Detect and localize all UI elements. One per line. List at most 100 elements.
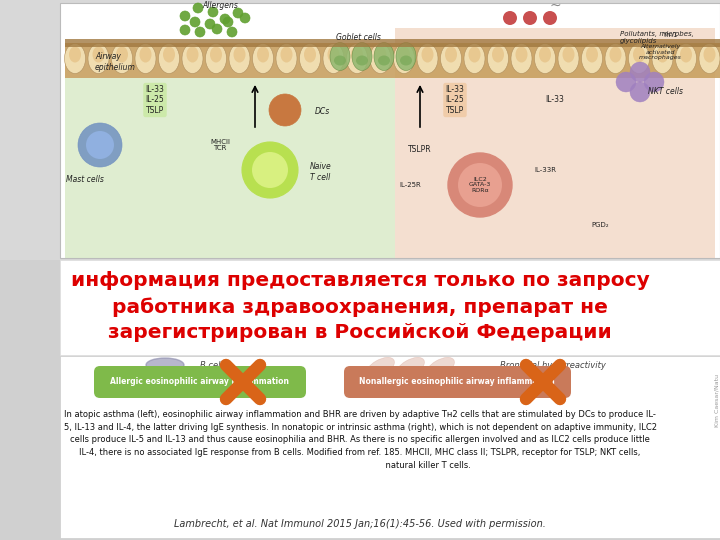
Ellipse shape xyxy=(395,357,424,379)
Ellipse shape xyxy=(323,44,344,73)
Circle shape xyxy=(644,72,664,92)
Text: Pollutants, microbes,
glycolipids: Pollutants, microbes, glycolipids xyxy=(620,30,694,44)
Ellipse shape xyxy=(135,44,156,73)
Ellipse shape xyxy=(158,44,179,73)
Text: Allergens: Allergens xyxy=(202,1,238,10)
Text: In atopic asthma (left), eosinophilic airway inflammation and BHR are driven by : In atopic asthma (left), eosinophilic ai… xyxy=(63,410,657,470)
Circle shape xyxy=(195,27,205,37)
Ellipse shape xyxy=(186,46,199,63)
Bar xyxy=(65,43,720,78)
Text: Bronchial hyperreactivity: Bronchial hyperreactivity xyxy=(500,361,606,369)
Circle shape xyxy=(448,153,512,217)
Text: Alternatively
activated
macrophages: Alternatively activated macrophages xyxy=(639,44,681,60)
Text: ILC2
GATA-3
RORα: ILC2 GATA-3 RORα xyxy=(469,177,491,193)
Text: IL-33R: IL-33R xyxy=(534,167,556,173)
Text: B cells: B cells xyxy=(200,361,228,369)
Ellipse shape xyxy=(464,44,485,73)
Ellipse shape xyxy=(441,44,462,73)
Ellipse shape xyxy=(586,46,598,63)
Circle shape xyxy=(242,142,298,198)
Bar xyxy=(0,0,720,260)
Circle shape xyxy=(208,7,218,17)
Ellipse shape xyxy=(330,43,350,71)
Ellipse shape xyxy=(441,369,469,390)
Bar xyxy=(0,355,720,540)
Text: ~: ~ xyxy=(549,0,561,13)
Ellipse shape xyxy=(378,56,390,65)
Text: Lambrecht, et al. Nat Immunol 2015 Jan;16(1):45-56. Used with permission.: Lambrecht, et al. Nat Immunol 2015 Jan;1… xyxy=(174,519,546,529)
Ellipse shape xyxy=(346,44,367,73)
Ellipse shape xyxy=(426,357,454,379)
Ellipse shape xyxy=(511,44,532,73)
Circle shape xyxy=(180,11,190,21)
Ellipse shape xyxy=(516,46,528,63)
Text: Airway
epithelium: Airway epithelium xyxy=(95,52,136,72)
Ellipse shape xyxy=(558,44,579,73)
Ellipse shape xyxy=(374,43,394,71)
Ellipse shape xyxy=(394,44,415,73)
Circle shape xyxy=(223,17,233,27)
Circle shape xyxy=(86,131,114,159)
Ellipse shape xyxy=(487,44,508,73)
Text: IL-33: IL-33 xyxy=(546,96,564,105)
Ellipse shape xyxy=(610,46,621,63)
Text: зарегистрирован в Российской Федерации: зарегистрирован в Российской Федерации xyxy=(108,323,612,342)
Ellipse shape xyxy=(562,46,575,63)
Ellipse shape xyxy=(276,44,297,73)
Ellipse shape xyxy=(92,46,104,63)
Bar xyxy=(395,28,715,258)
Circle shape xyxy=(205,19,215,29)
Bar xyxy=(65,78,395,258)
Ellipse shape xyxy=(233,46,246,63)
Ellipse shape xyxy=(582,44,603,73)
FancyBboxPatch shape xyxy=(344,366,571,398)
Ellipse shape xyxy=(88,44,109,73)
Circle shape xyxy=(523,11,537,25)
Ellipse shape xyxy=(605,44,626,73)
Ellipse shape xyxy=(400,56,412,65)
Circle shape xyxy=(269,94,301,126)
Circle shape xyxy=(616,72,636,92)
Ellipse shape xyxy=(421,46,433,63)
Ellipse shape xyxy=(629,44,649,73)
Circle shape xyxy=(212,24,222,34)
Ellipse shape xyxy=(398,46,410,63)
Text: IL-25R: IL-25R xyxy=(399,182,421,188)
Text: IL-33
IL-25
TSLP: IL-33 IL-25 TSLP xyxy=(145,85,164,115)
Ellipse shape xyxy=(112,44,132,73)
Ellipse shape xyxy=(445,46,457,63)
Text: Nonallergic eosinophilic airway inflammation: Nonallergic eosinophilic airway inflamma… xyxy=(359,377,555,387)
Text: Naive
T cell: Naive T cell xyxy=(310,163,332,181)
Bar xyxy=(65,39,720,47)
Ellipse shape xyxy=(116,46,128,63)
Ellipse shape xyxy=(680,46,692,63)
Text: работника здравоохранения, препарат не: работника здравоохранения, препарат не xyxy=(112,297,608,317)
Ellipse shape xyxy=(163,46,175,63)
Ellipse shape xyxy=(205,44,227,73)
Circle shape xyxy=(220,14,230,24)
Ellipse shape xyxy=(351,46,363,63)
Ellipse shape xyxy=(352,43,372,71)
Text: Goblet cells: Goblet cells xyxy=(336,32,380,42)
Circle shape xyxy=(193,3,203,13)
Ellipse shape xyxy=(417,44,438,73)
Ellipse shape xyxy=(675,44,696,73)
Ellipse shape xyxy=(374,46,387,63)
Ellipse shape xyxy=(396,43,416,71)
Ellipse shape xyxy=(633,46,645,63)
Ellipse shape xyxy=(69,46,81,63)
Text: TSLPR: TSLPR xyxy=(408,145,432,154)
Text: MHCII
TCR: MHCII TCR xyxy=(210,138,230,152)
Text: Kim Caesar/Natu: Kim Caesar/Natu xyxy=(714,374,719,427)
Ellipse shape xyxy=(381,369,410,390)
Ellipse shape xyxy=(140,46,151,63)
Ellipse shape xyxy=(534,44,556,73)
Text: Ym1: Ym1 xyxy=(662,32,678,38)
Circle shape xyxy=(227,27,237,37)
FancyBboxPatch shape xyxy=(94,366,306,398)
Ellipse shape xyxy=(539,46,551,63)
Ellipse shape xyxy=(253,44,274,73)
Ellipse shape xyxy=(304,46,316,63)
Ellipse shape xyxy=(210,46,222,63)
Ellipse shape xyxy=(699,44,720,73)
